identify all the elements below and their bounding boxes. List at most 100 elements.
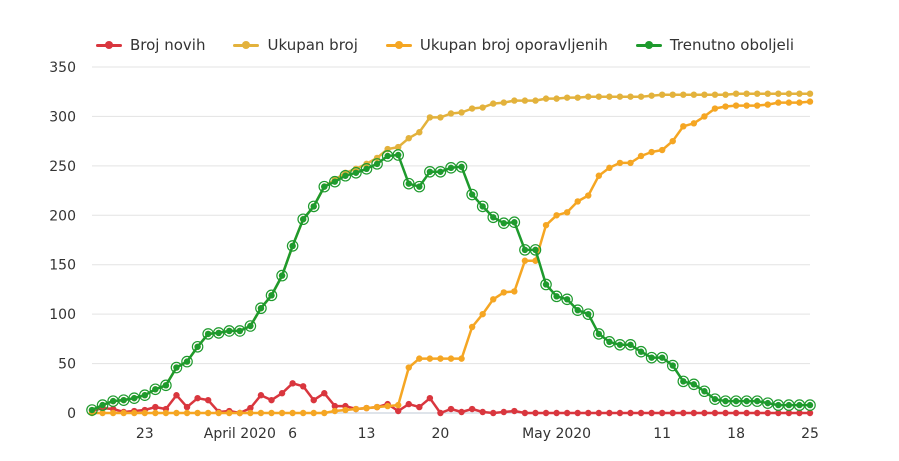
data-point[interactable] [447, 110, 455, 117]
data-point[interactable] [247, 404, 254, 412]
data-point[interactable] [426, 394, 434, 402]
data-point[interactable] [468, 105, 476, 112]
data-point[interactable] [162, 382, 170, 389]
data-point[interactable] [521, 246, 529, 254]
data-point[interactable] [754, 397, 761, 405]
data-point[interactable] [289, 409, 296, 417]
data-point[interactable] [701, 388, 708, 395]
data-point[interactable] [616, 93, 624, 100]
data-point[interactable] [458, 163, 465, 171]
data-point[interactable] [701, 91, 708, 98]
data-point[interactable] [289, 380, 296, 387]
data-point[interactable] [215, 409, 222, 417]
data-point[interactable] [194, 343, 201, 350]
data-point[interactable] [722, 103, 729, 110]
data-point[interactable] [257, 409, 265, 417]
data-point[interactable] [395, 151, 402, 159]
data-point[interactable] [680, 123, 687, 130]
data-point[interactable] [532, 246, 539, 254]
data-point[interactable] [321, 409, 328, 417]
data-point[interactable] [395, 401, 402, 409]
data-point[interactable] [310, 396, 317, 404]
data-point[interactable] [743, 102, 750, 109]
data-point[interactable] [585, 93, 592, 100]
data-point[interactable] [257, 305, 265, 312]
data-point[interactable] [373, 154, 381, 162]
data-point[interactable] [458, 408, 465, 416]
data-point[interactable] [775, 409, 782, 417]
legend-item[interactable]: Ukupan broj oporavljenih [385, 36, 608, 54]
data-point[interactable] [152, 409, 159, 417]
data-point[interactable] [542, 281, 550, 288]
data-point[interactable] [490, 296, 497, 303]
data-point[interactable] [204, 396, 212, 404]
data-point[interactable] [732, 102, 740, 109]
data-point[interactable] [120, 409, 127, 417]
data-point[interactable] [785, 99, 793, 106]
legend-item[interactable]: Ukupan broj [233, 36, 358, 54]
data-point[interactable] [785, 90, 793, 97]
data-point[interactable] [405, 134, 412, 142]
data-point[interactable] [732, 397, 740, 405]
data-point[interactable] [131, 394, 138, 402]
data-point[interactable] [658, 354, 666, 361]
data-point[interactable] [458, 109, 465, 116]
data-point[interactable] [416, 355, 423, 362]
data-point[interactable] [468, 405, 476, 413]
data-point[interactable] [342, 406, 349, 414]
data-point[interactable] [637, 93, 645, 100]
data-point[interactable] [342, 172, 349, 179]
data-point[interactable] [268, 396, 275, 404]
data-point[interactable] [563, 94, 571, 101]
data-point[interactable] [226, 409, 233, 417]
data-point[interactable] [796, 90, 803, 97]
data-point[interactable] [648, 148, 655, 156]
data-point[interactable] [490, 100, 497, 107]
data-point[interactable] [183, 358, 191, 365]
data-point[interactable] [511, 97, 518, 104]
data-point[interactable] [363, 165, 370, 173]
data-point[interactable] [553, 293, 560, 300]
data-point[interactable] [299, 409, 307, 417]
data-point[interactable] [99, 409, 106, 417]
data-point[interactable] [637, 152, 645, 160]
data-point[interactable] [141, 392, 148, 399]
data-point[interactable] [796, 409, 803, 417]
data-point[interactable] [542, 409, 550, 417]
data-point[interactable] [395, 143, 402, 151]
data-point[interactable] [764, 399, 771, 407]
data-point[interactable] [806, 98, 814, 105]
data-point[interactable] [321, 390, 328, 397]
data-point[interactable] [183, 403, 191, 411]
data-point[interactable] [595, 172, 603, 179]
data-point[interactable] [500, 289, 507, 296]
data-point[interactable] [373, 160, 381, 168]
data-point[interactable] [680, 378, 687, 385]
data-point[interactable] [447, 355, 455, 362]
data-point[interactable] [637, 348, 645, 355]
data-point[interactable] [669, 137, 676, 145]
data-point[interactable] [352, 169, 360, 176]
data-point[interactable] [257, 392, 265, 399]
data-point[interactable] [627, 341, 634, 348]
data-point[interactable] [511, 288, 518, 295]
data-point[interactable] [437, 114, 444, 121]
data-point[interactable] [384, 402, 391, 410]
data-point[interactable] [606, 338, 613, 346]
data-point[interactable] [754, 102, 761, 109]
data-point[interactable] [669, 362, 676, 369]
data-point[interactable] [416, 403, 423, 411]
data-point[interactable] [680, 409, 687, 417]
data-point[interactable] [574, 94, 581, 101]
data-point[interactable] [690, 409, 698, 417]
data-point[interactable] [173, 364, 180, 371]
data-point[interactable] [637, 409, 645, 417]
data-point[interactable] [553, 212, 560, 219]
data-point[interactable] [658, 146, 666, 154]
data-point[interactable] [806, 401, 814, 409]
data-point[interactable] [299, 383, 307, 390]
data-point[interactable] [806, 90, 814, 97]
data-point[interactable] [268, 292, 275, 299]
data-point[interactable] [426, 114, 434, 121]
data-point[interactable] [585, 192, 592, 199]
